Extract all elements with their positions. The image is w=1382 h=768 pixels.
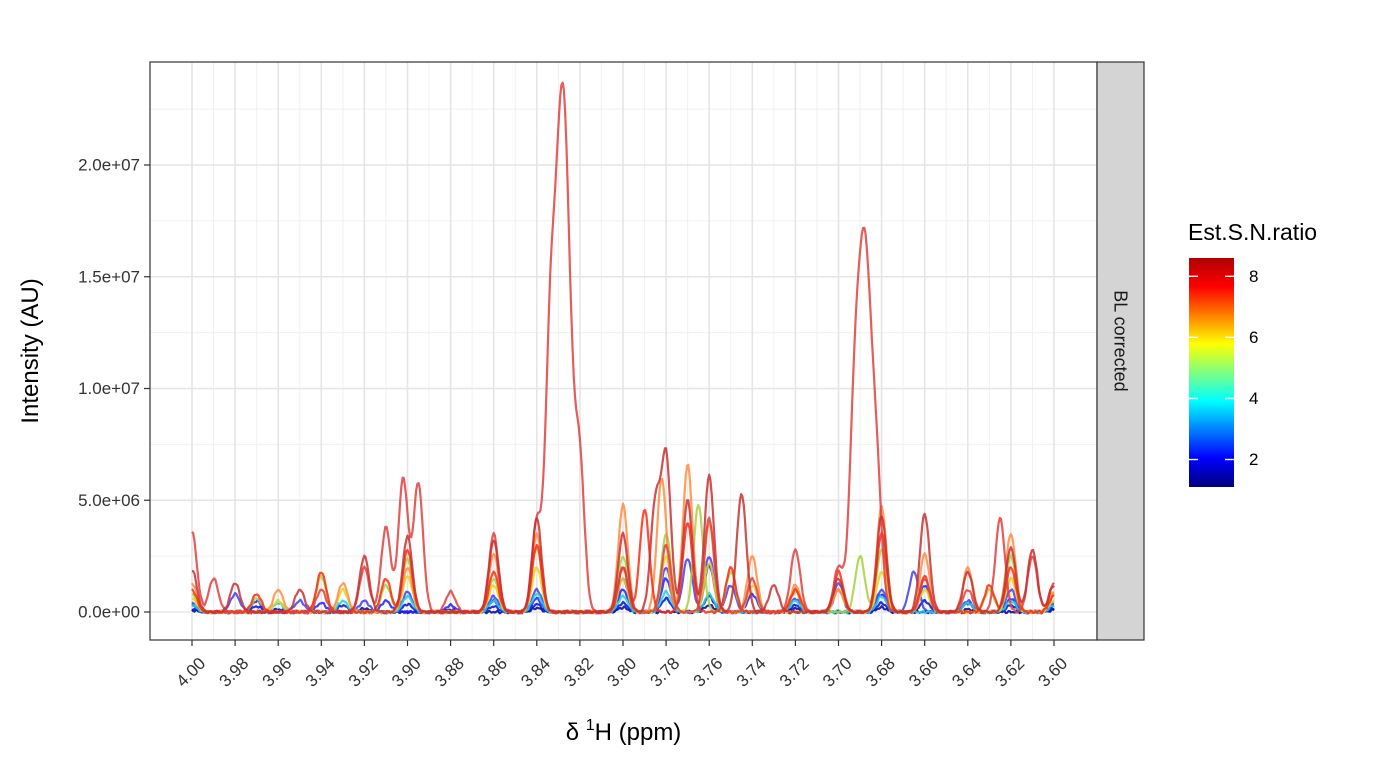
x-tick-label: 3.84 — [517, 654, 554, 691]
x-tick-label: 3.74 — [733, 654, 770, 691]
x-axis-ticks: 4.00 3.98 3.96 3.94 3.92 3.90 3.88 3.86 3.84 3.82… — [172, 640, 1071, 691]
legend-tick-label: 2 — [1249, 450, 1258, 469]
x-tick-label: 3.78 — [647, 654, 684, 691]
x-tick-label: 3.66 — [905, 654, 942, 691]
x-tick-label: 3.80 — [603, 654, 640, 691]
y-tick-label: 5.0e+06 — [78, 491, 140, 510]
y-axis-title: Intensity (AU) — [17, 278, 44, 423]
x-tick-label: 3.64 — [948, 654, 985, 691]
x-tick-label: 3.94 — [302, 654, 339, 691]
y-tick-label: 2.0e+07 — [78, 156, 140, 175]
x-axis-title: δ 1H (ppm) — [566, 717, 682, 746]
x-tick-label: 3.96 — [259, 654, 296, 691]
x-tick-label: 3.86 — [474, 654, 511, 691]
y-axis-ticks: 0.0e+00 5.0e+06 1.0e+07 1.5e+07 2.0e+07 — [78, 156, 150, 622]
x-tick-label: 3.92 — [345, 654, 382, 691]
legend-tick-label: 4 — [1249, 389, 1258, 408]
legend-colorbar — [1189, 258, 1234, 487]
y-tick-label: 1.0e+07 — [78, 379, 140, 398]
spectrum-line-2 — [191, 447, 1055, 615]
x-tick-label: 3.62 — [991, 654, 1028, 691]
x-tick-label: 3.76 — [690, 654, 727, 691]
x-axis-title-suffix: H (ppm) — [595, 719, 682, 746]
legend-ticks: 2 4 6 8 — [1189, 267, 1258, 469]
x-axis-title-prefix: δ — [566, 719, 586, 746]
series-layer — [191, 81, 1055, 615]
y-tick-label: 0.0e+00 — [78, 603, 140, 622]
facet-strip-background — [1096, 61, 1145, 641]
x-tick-label: 3.72 — [776, 654, 813, 691]
x-axis-title-superscript: 1 — [586, 717, 595, 734]
legend: Est.S.N.ratio 2 4 6 8 — [1188, 219, 1317, 487]
y-tick-label: 1.5e+07 — [78, 267, 140, 286]
x-tick-label: 3.88 — [431, 654, 468, 691]
x-tick-label: 3.60 — [1034, 654, 1071, 691]
facet-strip: BL corrected — [1096, 61, 1145, 641]
x-tick-label: 4.00 — [172, 654, 209, 691]
legend-tick-label: 8 — [1249, 267, 1258, 286]
legend-title: Est.S.N.ratio — [1188, 219, 1317, 245]
x-tick-label: 3.70 — [819, 654, 856, 691]
x-tick-label: 3.82 — [560, 654, 597, 691]
x-tick-label: 3.98 — [216, 654, 253, 691]
x-tick-label: 3.68 — [862, 654, 899, 691]
legend-tick-label: 6 — [1249, 328, 1258, 347]
x-tick-label: 3.90 — [388, 654, 425, 691]
facet-strip-label: BL corrected — [1111, 290, 1131, 391]
